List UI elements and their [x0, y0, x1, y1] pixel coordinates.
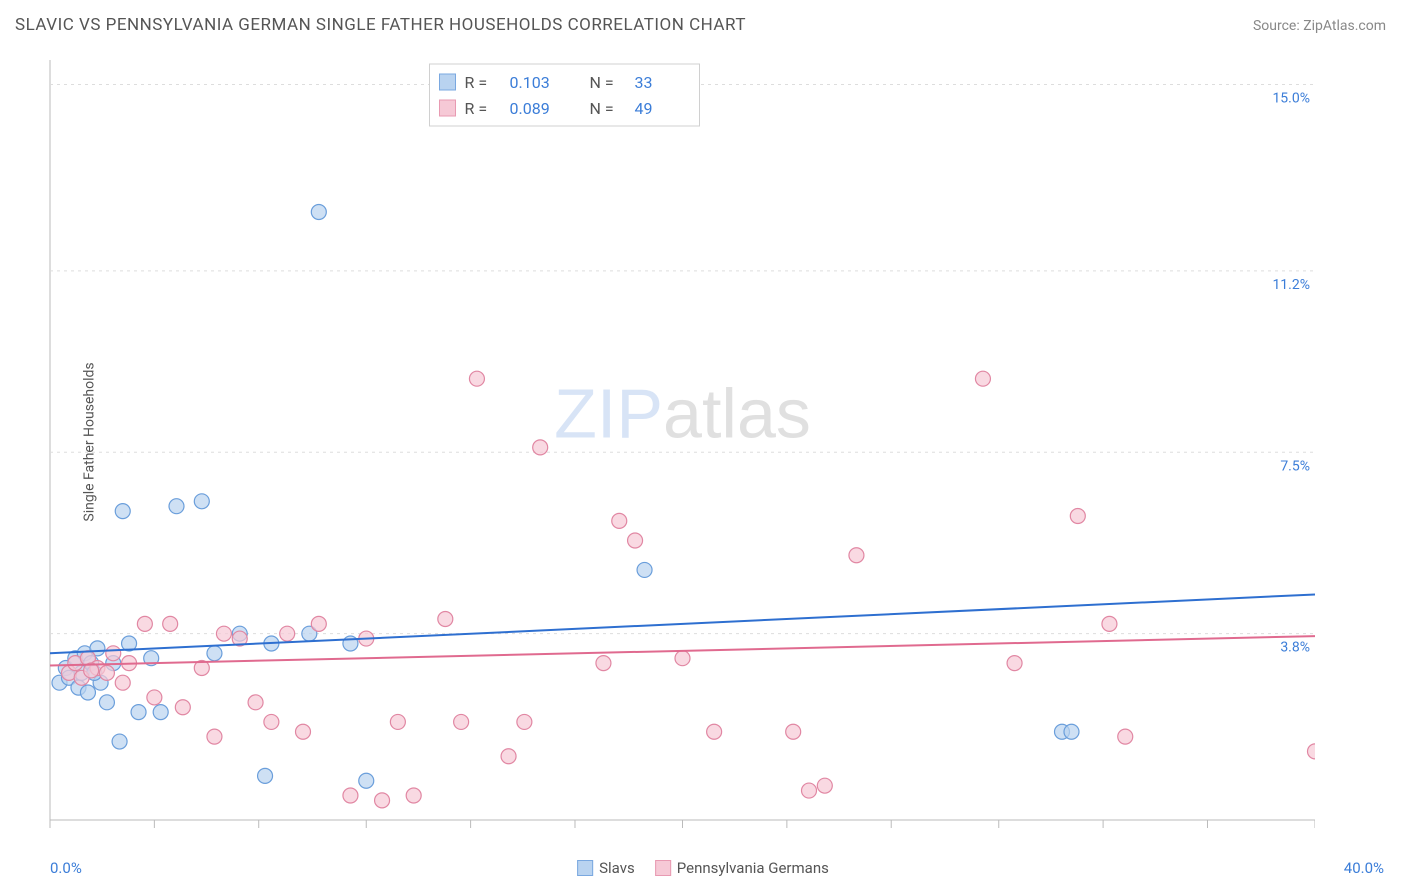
y-axis-label: Single Father Households — [82, 362, 98, 521]
svg-text:3.8%: 3.8% — [1280, 640, 1310, 656]
source-label: Source: ZipAtlas.com — [1253, 18, 1386, 34]
svg-text:7.5%: 7.5% — [1280, 458, 1310, 474]
svg-text:15.0%: 15.0% — [1272, 91, 1310, 107]
chart-title: SLAVIC VS PENNSYLVANIA GERMAN SINGLE FAT… — [15, 15, 746, 35]
svg-text:33: 33 — [635, 73, 653, 92]
svg-text:0.089: 0.089 — [510, 99, 550, 118]
bottom-legend: Slavs Pennsylvania Germans — [577, 859, 829, 877]
svg-text:11.2%: 11.2% — [1272, 277, 1310, 293]
legend-label-pa-germans: Pennsylvania Germans — [677, 859, 829, 877]
legend-label-slavs: Slavs — [599, 859, 635, 877]
legend-swatch-pa-germans — [655, 860, 671, 876]
legend-swatch-slavs — [577, 860, 593, 876]
svg-text:ZIPatlas: ZIPatlas — [554, 375, 811, 453]
svg-text:49: 49 — [635, 99, 653, 118]
x-axis-max-label: 40.0% — [1344, 859, 1384, 877]
svg-text:R =: R = — [465, 73, 488, 92]
svg-text:N =: N = — [590, 99, 614, 118]
correlation-scatter-chart: 3.8% 7.5% 11.2% 15.0% ZIPatlas R = 0.103 N = 33 R… — [15, 50, 1315, 830]
svg-text:R =: R = — [465, 99, 488, 118]
x-axis-min-label: 0.0% — [50, 859, 82, 877]
legend-item-slavs: Slavs — [577, 859, 635, 877]
legend-item-pa-germans: Pennsylvania Germans — [655, 859, 829, 877]
svg-text:0.103: 0.103 — [510, 73, 550, 92]
svg-text:N =: N = — [590, 73, 614, 92]
